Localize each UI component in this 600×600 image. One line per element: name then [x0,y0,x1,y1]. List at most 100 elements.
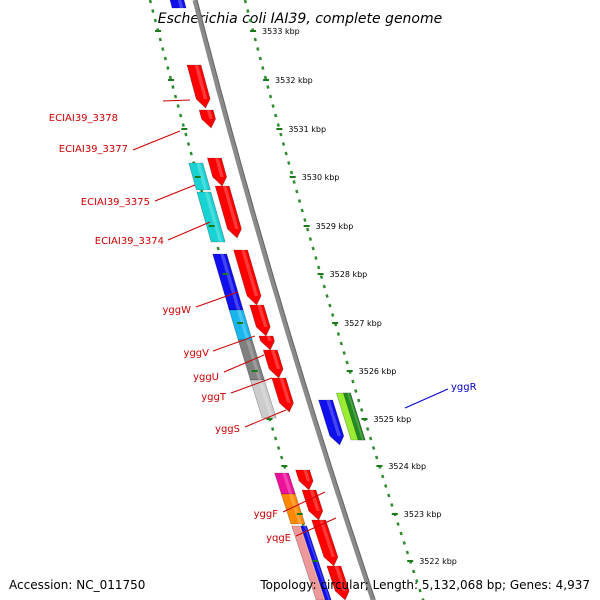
inner-ruler-dot [270,427,275,431]
gene-ECIAI39-3377-shade [206,110,213,119]
gene-features [169,0,366,600]
cds-magenta-shade [282,473,293,494]
cds-yqgF-shade [289,494,303,524]
outer-ruler-dot [243,0,248,4]
inner-ruler-dot [181,123,185,127]
outer-ruler-dot [300,208,304,213]
backbone-path [192,0,376,600]
gene-label: yggS [215,424,240,435]
tick-label: 3528 kbp [330,270,368,279]
inner-ruler-dot [168,75,173,80]
outer-ruler-dot [263,75,268,80]
gene-yqgF-shade [309,490,320,511]
outer-ruler-dot [336,332,341,336]
outer-ruler-dot [390,503,394,507]
cds-ECIAI39-3374 [196,191,226,243]
outer-ruler-dot [371,446,376,450]
tick-label: 3522 kbp [419,557,457,566]
outer-ruler-dot [339,341,343,346]
gene-label: yggF [254,509,279,520]
outer-ruler-dot [271,104,275,108]
outer-ruler-dot [319,275,324,279]
gene-yggU-shade [266,336,272,341]
tick-label: 3524 kbp [388,462,426,471]
gene-yggT [262,349,284,379]
cds-yggU-shade [245,340,262,380]
gene-yqgF-top-shade [303,470,311,481]
outer-ruler-dot [381,474,385,479]
gene-yggV-shade [257,305,268,327]
backbone-line [192,0,376,600]
inner-ruler-dot [148,0,153,4]
inner-ruler-dot [176,104,180,108]
gene-yqgF-top [295,469,314,491]
outer-ruler-dot [256,47,260,51]
cds-yggW-shade [220,254,241,310]
outer-ruler-dot [297,199,302,203]
outer-ruler-dot [365,427,370,431]
outer-ruler-dot [374,455,379,460]
gene-callout-line [195,291,239,308]
tick-label: 3529 kbp [316,222,354,231]
gene-label: yggV [184,348,210,359]
gene-yggR [318,399,345,446]
gene-label: yqgE [266,533,291,544]
outer-ruler-dot [308,237,313,241]
inner-ruler-dot [173,94,178,99]
outer-ruler-dot [317,265,321,270]
kbp-ticks: 3533 kbp 3532 kbp 3531 kbp 3530 kbp 3529 kbp… [155,27,457,566]
cds-yqgE-blue-shade [304,526,330,600]
outer-ruler-dot [266,85,270,89]
gene-label: ECIAI39_3375 [81,197,150,208]
tick-label: 3527 kbp [344,319,382,328]
outer-ruler-dot [287,161,291,165]
outer-ruler-dot [368,436,373,441]
gene-label: yggU [193,372,219,383]
outer-ruler-dot [289,170,294,175]
outer-ruler-dot [322,284,326,289]
gene-callout-line [404,388,449,409]
gene-labels: ECIAI39_3378 ECIAI39_3377 ECIAI39_3375 ECIA… [49,99,477,544]
outer-ruler-dot [357,398,361,403]
outer-ruler-dot [415,579,419,583]
outer-ruler-dot [295,189,299,194]
outer-ruler-dot [279,132,283,137]
cds-ECIAI39-3375-shade [196,163,208,190]
outer-ruler-dot [387,493,391,498]
inner-ruler-dot [158,37,162,42]
gene-callout-line [295,517,337,537]
inner-ruler-dot [161,47,165,51]
backbone-shadow [196,0,376,600]
outer-ruler-dot [292,180,296,184]
gene-yggS-shade [279,378,291,403]
outer-ruler-dot [303,218,307,222]
gene-callout-line [212,335,256,352]
inner-ruler-dot [279,455,284,460]
inner-ruler-dot [171,85,175,89]
gene-callout-line [244,409,287,428]
tick-label: 3531 kbp [288,125,326,134]
gene-yggU [258,335,275,351]
outer-ruler-dot [402,541,406,545]
cds-yggS-shade [258,380,274,418]
gene-label: ECIAI39_3374 [95,236,164,247]
gene-callout-line [167,221,211,241]
gene-yggW-shade [241,250,259,296]
gene-yggT-shade [271,350,281,369]
outer-ruler-dot [331,313,335,317]
outer-ruler-dot [396,522,400,526]
outer-ruler-dot [314,256,318,260]
gene-yggV [249,304,271,337]
gene-ECIAI39-3375 [207,157,228,187]
outer-ruler-dot [418,588,422,593]
gene-callout-line [132,130,181,151]
inner-ruler-dot [273,436,278,441]
gene-ECIAI39-3378-shade [194,65,208,99]
inner-ruler-dot [179,113,183,118]
tick-label: 3532 kbp [275,76,313,85]
tick-label: 3525 kbp [374,415,412,424]
outer-ruler-dot [328,303,332,308]
gene-yqgF [301,489,324,521]
gene-callout-line [223,354,265,373]
cds-yggR-dark-shade [347,393,364,440]
